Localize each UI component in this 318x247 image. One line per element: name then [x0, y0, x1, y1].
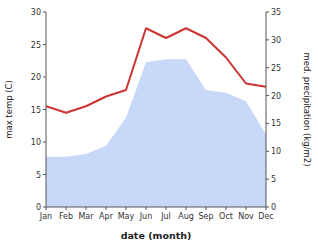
y2-tick-label: 30 [271, 36, 281, 45]
x-tick [86, 207, 87, 210]
x-tick [106, 207, 107, 210]
x-tick-label: Apr [99, 212, 114, 221]
y-tick-label: 25 [31, 41, 41, 50]
x-tick-label: Jan [39, 212, 52, 221]
y2-axis-label: med. precipitation (kg/m2) [302, 52, 312, 166]
y2-tick [266, 123, 269, 124]
x-tick-label: Nov [238, 212, 254, 221]
y-tick-label: 30 [31, 8, 41, 17]
y-tick-label: 10 [31, 138, 41, 147]
x-tick-label: Jul [160, 212, 171, 221]
x-tick-label: May [118, 212, 135, 221]
y-tick-label: 0 [36, 203, 41, 212]
x-axis-line [46, 207, 266, 208]
y-axis-label: max temp (C) [4, 80, 14, 139]
y-tick [43, 207, 46, 208]
y-tick [43, 77, 46, 78]
axes: JanFebMarAprMayJunJulAugSepOctNovDec0510… [31, 8, 281, 221]
y2-tick-label: 20 [271, 92, 281, 101]
x-tick-label: Sep [198, 212, 213, 221]
x-axis-label: date (month) [121, 230, 192, 241]
x-tick [146, 207, 147, 210]
y2-tick-label: 10 [271, 147, 281, 156]
precipitation-area [46, 59, 266, 207]
y-tick-label: 15 [31, 106, 41, 115]
x-tick-label: Dec [258, 212, 273, 221]
x-tick [166, 207, 167, 210]
y2-tick-label: 0 [271, 203, 276, 212]
y2-axis-line [266, 12, 267, 207]
chart: JanFebMarAprMayJunJulAugSepOctNovDec0510… [0, 0, 318, 247]
y-tick [43, 109, 46, 110]
y-tick-label: 20 [31, 73, 41, 82]
x-tick [66, 207, 67, 210]
y2-tick-label: 35 [271, 8, 281, 17]
temperature-line [46, 28, 266, 113]
plot-area [46, 28, 266, 207]
y-tick [43, 142, 46, 143]
x-tick-label: Oct [219, 212, 233, 221]
x-tick [126, 207, 127, 210]
y2-tick-label: 5 [271, 175, 276, 184]
x-tick-label: Mar [78, 212, 94, 221]
y-tick-label: 5 [36, 171, 41, 180]
y2-tick [266, 39, 269, 40]
y-tick [43, 12, 46, 13]
y2-tick [266, 67, 269, 68]
y-tick [43, 44, 46, 45]
x-tick [226, 207, 227, 210]
x-tick [186, 207, 187, 210]
background [0, 0, 318, 247]
x-tick-label: Feb [59, 212, 73, 221]
x-tick [246, 207, 247, 210]
x-tick-label: Jun [139, 212, 153, 221]
y2-tick [266, 95, 269, 96]
y2-tick [266, 207, 269, 208]
y2-tick-label: 25 [271, 64, 281, 73]
y2-tick-label: 15 [271, 119, 281, 128]
y2-tick [266, 151, 269, 152]
y2-tick [266, 179, 269, 180]
x-tick [206, 207, 207, 210]
x-tick-label: Aug [178, 212, 194, 221]
y-tick [43, 174, 46, 175]
y2-tick [266, 12, 269, 13]
